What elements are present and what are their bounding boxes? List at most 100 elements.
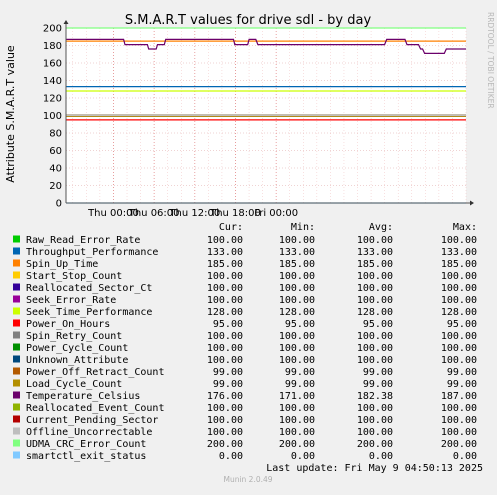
legend-value-cur: 100.00	[207, 271, 243, 282]
legend-value-avg: 100.00	[357, 343, 393, 354]
legend-series-name: Raw_Read_Error_Rate	[26, 235, 140, 246]
legend-value-cur: 100.00	[207, 331, 243, 342]
legend: Cur: Min: Avg: Max: Raw_Read_Error_Rate 100.0…	[13, 222, 477, 462]
legend-value-avg: 200.00	[357, 439, 393, 450]
y-tick-label: 0	[56, 199, 62, 210]
legend-value-min: 0.00	[291, 451, 315, 462]
legend-value-avg: 100.00	[357, 235, 393, 246]
legend-value-min: 95.00	[285, 319, 315, 330]
legend-value-min: 171.00	[279, 391, 315, 402]
x-tick-label: Thu 18:00	[209, 208, 261, 219]
y-tick-label: 100	[43, 111, 62, 122]
legend-value-min: 99.00	[285, 379, 315, 390]
legend-series-name: Load_Cycle_Count	[26, 379, 122, 390]
legend-header-max: Max:	[453, 222, 477, 233]
legend-value-min: 100.00	[279, 403, 315, 414]
legend-swatch	[13, 355, 20, 363]
legend-value-cur: 100.00	[207, 403, 243, 414]
legend-series-name: Reallocated_Event_Count	[26, 403, 164, 414]
legend-swatch	[13, 415, 20, 423]
x-tick-label: Thu 00:00	[87, 208, 139, 219]
y-tick-label: 180	[43, 41, 62, 52]
footer-version: Munin 2.0.49	[223, 475, 272, 484]
legend-series-name: Throughput_Performance	[26, 247, 158, 258]
legend-value-avg: 100.00	[357, 427, 393, 438]
legend-header-cur: Cur:	[219, 222, 243, 233]
legend-value-min: 100.00	[279, 355, 315, 366]
y-tick-label: 160	[43, 59, 62, 70]
x-tick-label: Fri 00:00	[254, 208, 298, 219]
legend-swatch	[13, 247, 20, 255]
legend-series-name: Power_Off_Retract_Count	[26, 367, 164, 378]
legend-value-max: 133.00	[441, 247, 477, 258]
legend-swatch	[13, 319, 20, 327]
legend-value-max: 187.00	[441, 391, 477, 402]
legend-value-cur: 95.00	[213, 319, 243, 330]
legend-value-cur: 176.00	[207, 391, 243, 402]
legend-value-cur: 100.00	[207, 295, 243, 306]
legend-swatch	[13, 343, 20, 351]
legend-value-max: 200.00	[441, 439, 477, 450]
legend-value-min: 100.00	[279, 295, 315, 306]
legend-value-avg: 100.00	[357, 283, 393, 294]
legend-series-name: UDMA_CRC_Error_Count	[26, 439, 146, 450]
last-update: Last update: Fri May 9 04:50:13 2025	[266, 463, 483, 474]
legend-value-min: 100.00	[279, 427, 315, 438]
legend-series-name: Seek_Error_Rate	[26, 295, 116, 306]
legend-header-min: Min:	[291, 222, 315, 233]
legend-value-max: 100.00	[441, 283, 477, 294]
legend-series-name: Current_Pending_Sector	[26, 415, 158, 426]
legend-value-cur: 99.00	[213, 379, 243, 390]
legend-value-avg: 100.00	[357, 403, 393, 414]
legend-value-max: 100.00	[441, 331, 477, 342]
legend-value-min: 99.00	[285, 367, 315, 378]
legend-value-avg: 100.00	[357, 331, 393, 342]
legend-value-max: 100.00	[441, 355, 477, 366]
legend-value-cur: 100.00	[207, 283, 243, 294]
legend-swatch	[13, 403, 20, 411]
legend-value-min: 200.00	[279, 439, 315, 450]
x-tick-label: Thu 12:00	[168, 208, 220, 219]
legend-series-name: Seek_Time_Performance	[26, 307, 152, 318]
legend-value-cur: 100.00	[207, 415, 243, 426]
legend-value-max: 99.00	[447, 379, 477, 390]
y-tick-label: 140	[43, 76, 62, 87]
legend-value-avg: 0.00	[369, 451, 393, 462]
legend-value-min: 133.00	[279, 247, 315, 258]
legend-swatch	[13, 271, 20, 279]
legend-swatch	[13, 235, 20, 243]
legend-value-avg: 182.38	[357, 391, 393, 402]
legend-value-cur: 100.00	[207, 343, 243, 354]
legend-value-avg: 95.00	[363, 319, 393, 330]
legend-swatch	[13, 451, 20, 459]
legend-swatch	[13, 391, 20, 399]
legend-value-max: 0.00	[453, 451, 477, 462]
legend-swatch	[13, 283, 20, 291]
legend-value-cur: 200.00	[207, 439, 243, 450]
legend-value-min: 185.00	[279, 259, 315, 270]
legend-series-name: Offline_Uncorrectable	[26, 427, 152, 438]
legend-value-avg: 100.00	[357, 355, 393, 366]
legend-value-min: 100.00	[279, 283, 315, 294]
legend-value-cur: 185.00	[207, 259, 243, 270]
y-tick-label: 40	[49, 164, 62, 175]
y-tick-label: 120	[43, 94, 62, 105]
legend-series-name: Start_Stop_Count	[26, 271, 122, 282]
legend-value-max: 100.00	[441, 235, 477, 246]
legend-value-avg: 100.00	[357, 415, 393, 426]
legend-value-max: 100.00	[441, 271, 477, 282]
y-axis-arrow	[63, 20, 69, 24]
legend-value-min: 100.00	[279, 271, 315, 282]
y-tick-label: 60	[49, 146, 62, 157]
legend-swatch	[13, 295, 20, 303]
y-axis-label: Attribute S.M.A.R.T value	[4, 45, 17, 183]
legend-value-cur: 133.00	[207, 247, 243, 258]
y-tick-label: 80	[49, 129, 62, 140]
legend-header-avg: Avg:	[369, 222, 393, 233]
y-tick-label: 20	[49, 181, 62, 192]
legend-series-name: Unknown_Attribute	[26, 355, 128, 366]
legend-value-max: 185.00	[441, 259, 477, 270]
legend-value-avg: 99.00	[363, 379, 393, 390]
legend-swatch	[13, 331, 20, 339]
